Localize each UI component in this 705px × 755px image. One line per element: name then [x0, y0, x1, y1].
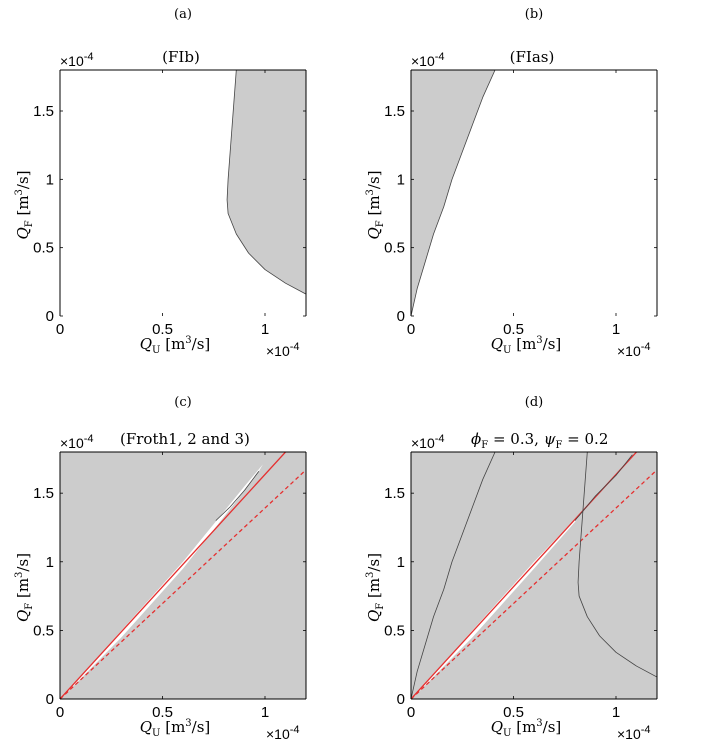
y-tick-label: 1 — [397, 171, 405, 188]
y-tick-label: 1.5 — [384, 103, 405, 120]
x-tick-label: 0.5 — [152, 704, 173, 721]
x-tick-label: 1 — [612, 321, 620, 338]
boundary-line-0 — [411, 70, 496, 316]
panel-caption: (d) — [525, 395, 543, 410]
red-line-1 — [60, 469, 306, 699]
x-tick-label: 0 — [56, 704, 64, 721]
plot-area — [411, 70, 496, 316]
plot-area — [226, 70, 306, 295]
x-exponent-label: ×10-4 — [266, 724, 300, 742]
panel-title: (FIb) — [162, 48, 200, 66]
x-tick-label: 1 — [261, 321, 269, 338]
x-exponent-label: ×10-4 — [617, 724, 651, 742]
boundary-line-2 — [215, 470, 260, 521]
x-exponent-label: ×10-4 — [266, 341, 300, 359]
y-axis-label-group: QF [m3/s] — [365, 553, 386, 622]
x-axis-label: QU [m3/s] — [491, 718, 562, 739]
x-tick-label: 0.5 — [152, 321, 173, 338]
boundary-line-0 — [226, 70, 306, 295]
chart-panel-b: (b) 0 0.5 1 0 0.5 1 1.5 ×10-4 ×10-4 (FIas) QU [m3/s… — [365, 7, 658, 359]
x-tick-label: 0.5 — [503, 704, 524, 721]
x-axis-label: QU [m3/s] — [140, 335, 211, 356]
plot-area — [60, 452, 306, 699]
x-tick-label: 0 — [407, 321, 415, 338]
x-tick-label: 1 — [261, 704, 269, 721]
panel-caption: (c) — [174, 395, 191, 410]
y-tick-label: 1.5 — [33, 485, 54, 502]
y-tick-label: 0.5 — [33, 622, 54, 639]
chart-panel-c: (c) 0 0.5 1 0 0.5 1 1.5 ×10-4 ×10-4 (Froth1, 2 and… — [14, 395, 307, 742]
y-axis-label: QF [m3/s] — [365, 170, 386, 239]
y-exponent-label: ×10-4 — [60, 51, 94, 69]
panel-title: (FIas) — [510, 48, 555, 66]
y-exponent-label: ×10-4 — [411, 433, 445, 451]
y-axis-label-group: QF [m3/s] — [14, 170, 35, 239]
y-axis-label: QF [m3/s] — [14, 553, 35, 622]
red-line-1 — [411, 469, 657, 699]
y-tick-label: 1 — [46, 554, 54, 571]
panel-title: (Froth1, 2 and 3) — [120, 430, 250, 448]
y-tick-label: 0 — [46, 691, 54, 708]
plot-area — [411, 452, 657, 699]
x-tick-label: 0.5 — [503, 321, 524, 338]
panel-caption: (b) — [525, 7, 543, 22]
x-axis-label: QU [m3/s] — [140, 718, 211, 739]
y-tick-label: 1 — [397, 554, 405, 571]
region-0 — [411, 70, 496, 316]
region-0 — [227, 70, 306, 295]
boundary-line-4 — [574, 454, 633, 521]
region-0 — [413, 516, 580, 698]
y-tick-label: 1.5 — [33, 103, 54, 120]
panel-title: ϕF = 0.3, ψF = 0.2 — [471, 430, 608, 451]
y-tick-label: 0.5 — [384, 622, 405, 639]
boundary-line-2 — [411, 452, 496, 699]
y-tick-label: 0.5 — [33, 240, 54, 257]
red-line-0 — [60, 452, 286, 699]
y-exponent-label: ×10-4 — [411, 51, 445, 69]
panel-caption: (a) — [174, 7, 192, 22]
boundary-line-3 — [577, 452, 657, 678]
y-tick-label: 0 — [46, 308, 54, 325]
y-axis-label: QF [m3/s] — [14, 170, 35, 239]
x-axis-label: QU [m3/s] — [491, 335, 562, 356]
x-tick-label: 0 — [56, 321, 64, 338]
y-tick-label: 0.5 — [384, 240, 405, 257]
chart-panel-a: (a) 0 0.5 1 0 0.5 1 1.5 ×10-4 ×10-4 (FIb) QU [m3/s]… — [14, 7, 307, 359]
y-tick-label: 1.5 — [384, 485, 405, 502]
x-tick-label: 0 — [407, 704, 415, 721]
x-tick-label: 1 — [612, 704, 620, 721]
y-tick-label: 0 — [397, 691, 405, 708]
x-exponent-label: ×10-4 — [617, 341, 651, 359]
red-line-0 — [411, 452, 637, 699]
y-axis-label-group: QF [m3/s] — [365, 170, 386, 239]
chart-panel-d: (d) 0 0.5 1 0 0.5 1 1.5 ×10-4 ×10-4 ϕF = 0.3, ψF =… — [365, 395, 658, 742]
y-axis-label: QF [m3/s] — [365, 553, 386, 622]
y-tick-label: 1 — [46, 171, 54, 188]
y-axis-label-group: QF [m3/s] — [14, 553, 35, 622]
y-tick-label: 0 — [397, 308, 405, 325]
y-exponent-label: ×10-4 — [60, 433, 94, 451]
